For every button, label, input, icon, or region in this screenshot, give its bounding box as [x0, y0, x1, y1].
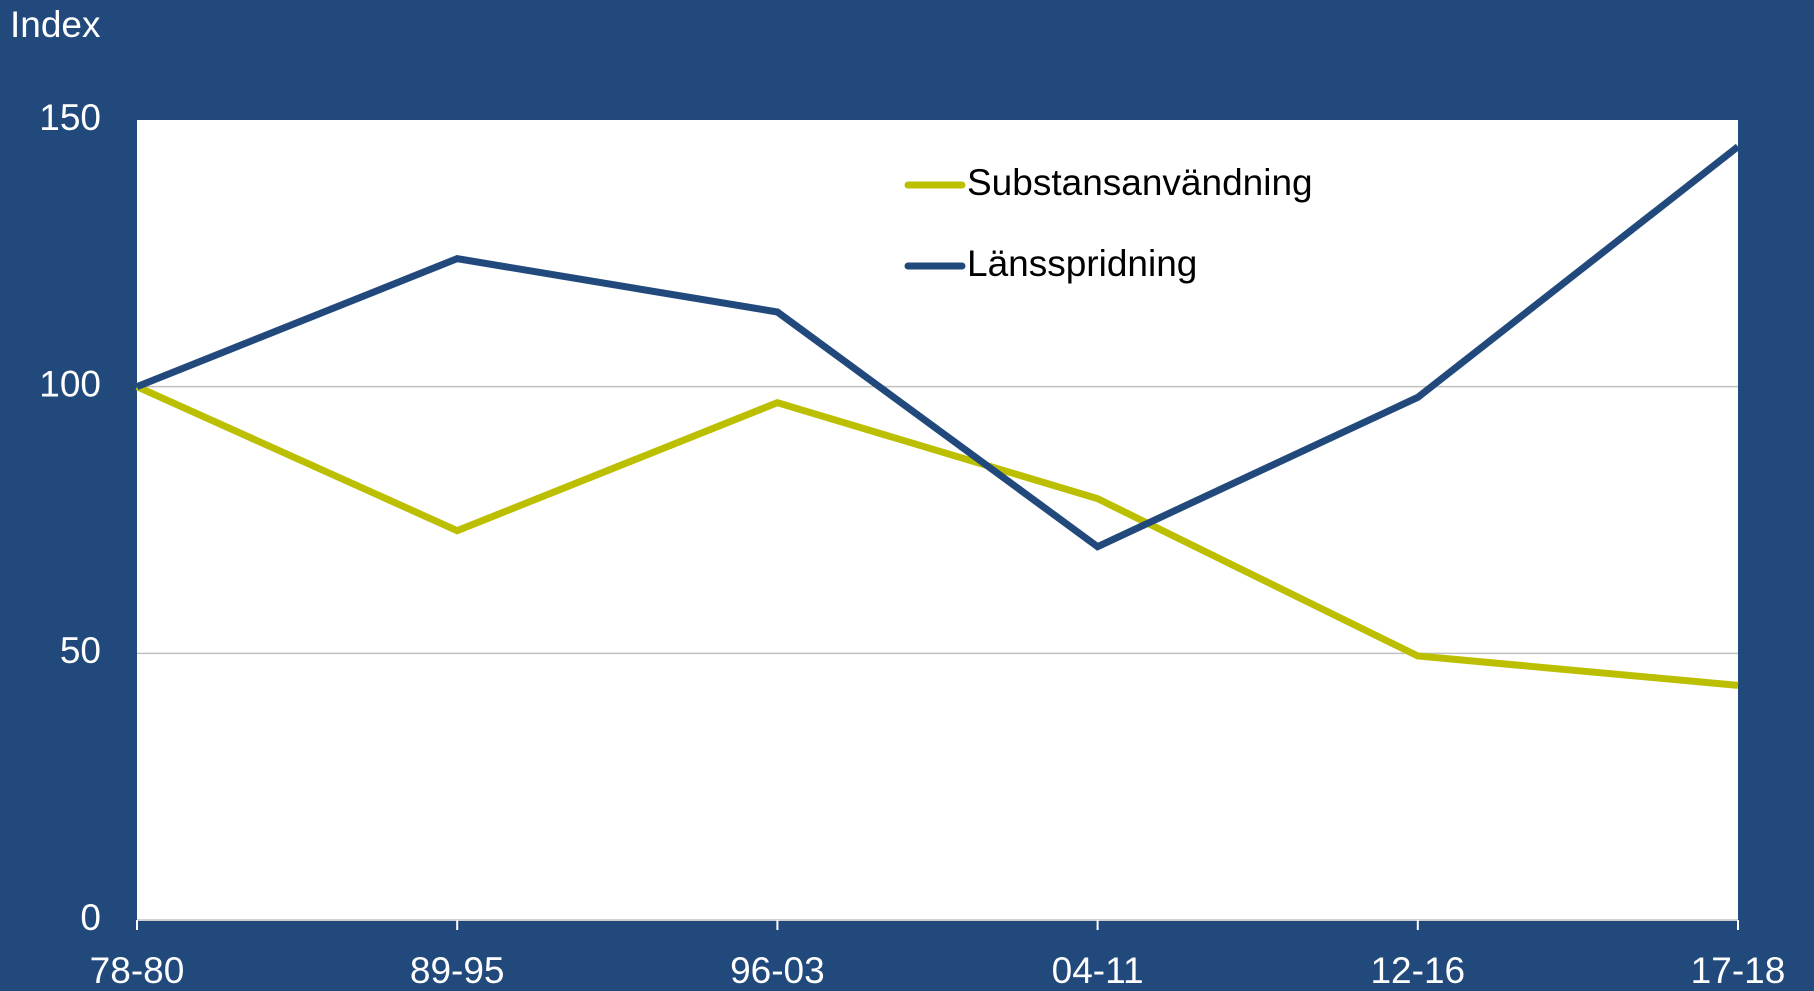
- y-tick-label: 100: [39, 363, 101, 404]
- y-axis-label: Index: [10, 4, 101, 45]
- y-tick-label: 0: [80, 897, 101, 938]
- line-series: [135, 143, 1741, 551]
- x-tick-label: 04-11: [1052, 950, 1144, 991]
- legend-label: Länsspridning: [967, 243, 1197, 284]
- x-tick-label: 96-03: [730, 950, 825, 991]
- x-tick-label: 12-16: [1370, 950, 1465, 991]
- y-tick-label: 150: [39, 97, 101, 138]
- x-tick-label: 17-18: [1691, 950, 1786, 991]
- y-tick-label: 50: [60, 630, 101, 671]
- x-tick-label: 89-95: [410, 950, 505, 991]
- x-tick-label: 78-80: [90, 950, 185, 991]
- legend-label: Substansanvändning: [967, 162, 1313, 203]
- line-series: [135, 383, 1739, 689]
- plot-area: [137, 120, 1738, 920]
